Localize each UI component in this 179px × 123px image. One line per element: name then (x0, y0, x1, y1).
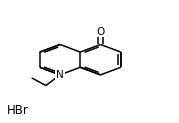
Text: HBr: HBr (7, 104, 28, 117)
Text: N: N (56, 70, 64, 80)
Text: O: O (96, 27, 105, 37)
